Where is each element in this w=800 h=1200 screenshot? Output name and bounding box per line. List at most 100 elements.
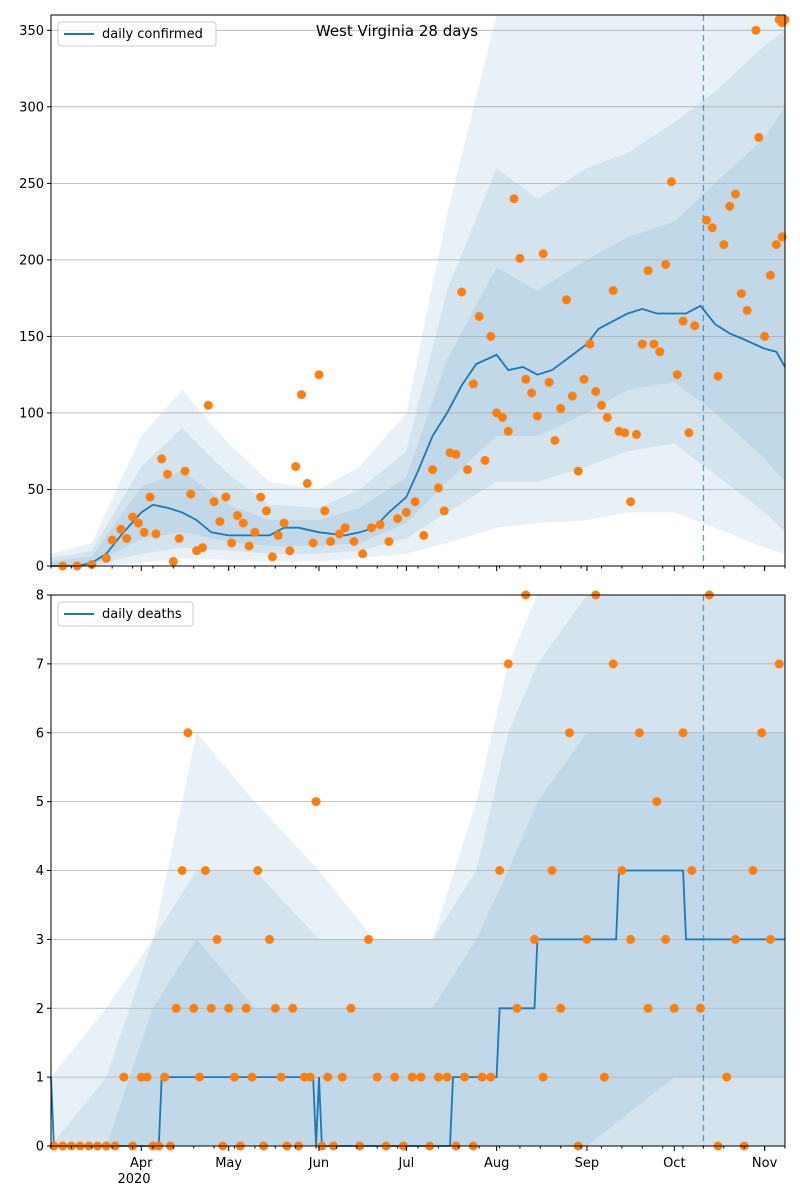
confirmed-ytick-label-300: 300 <box>19 100 44 115</box>
confirmed-point <box>515 253 525 263</box>
confirmed-point <box>326 537 336 546</box>
confirmed-point <box>139 527 149 537</box>
confirmed-point <box>308 538 318 548</box>
xtick-label-may: May <box>215 1156 242 1171</box>
deaths-point <box>774 659 784 669</box>
confirmed-point <box>250 527 260 537</box>
confirmed-point <box>116 524 126 534</box>
confirmed-point <box>107 535 117 545</box>
confirmed-point <box>736 289 746 299</box>
deaths-point <box>599 1072 609 1082</box>
confirmed-point <box>334 529 344 539</box>
deaths-point <box>765 934 775 944</box>
confirmed-point <box>602 413 612 422</box>
deaths-point <box>119 1072 129 1082</box>
confirmed-point <box>751 25 761 35</box>
deaths-ytick-label-5: 5 <box>36 795 44 810</box>
deaths-point <box>265 934 274 944</box>
confirmed-ytick-label-100: 100 <box>19 406 44 421</box>
deaths-point <box>460 1072 470 1082</box>
xtick-label-jun: Jun <box>308 1156 329 1171</box>
confirmed-point <box>765 270 775 280</box>
deaths-ytick-label-4: 4 <box>36 864 44 879</box>
confirmed-point <box>556 403 566 413</box>
confirmed-point <box>227 538 237 548</box>
confirmed-point <box>672 370 682 380</box>
confirmed-point <box>410 497 420 507</box>
confirmed-point <box>527 388 537 398</box>
confirmed-point <box>340 523 350 533</box>
deaths-point <box>669 1003 679 1013</box>
confirmed-point <box>393 514 403 524</box>
deaths-series-line <box>50 869 785 1147</box>
confirmed-point <box>591 387 601 396</box>
confirmed-band-2 <box>51 30 785 567</box>
confirmed-point <box>151 529 161 539</box>
confirmed-point <box>145 492 155 502</box>
confirmed-point <box>238 518 248 528</box>
deaths-point <box>442 1072 452 1082</box>
confirmed-point <box>771 240 781 250</box>
confirmed-point <box>297 390 306 400</box>
deaths-point <box>372 1072 382 1082</box>
confirmed-band-1 <box>51 15 785 566</box>
confirmed-point <box>707 223 717 233</box>
deaths-point <box>643 1003 653 1013</box>
deaths-point <box>200 866 210 875</box>
confirmed-point <box>279 518 289 528</box>
confirmed-point <box>133 518 143 528</box>
xtick-label-sep: Sep <box>575 1156 600 1171</box>
confirmed-point <box>314 370 324 380</box>
confirmed-point <box>302 478 312 488</box>
chart-title: West Virginia 28 days <box>316 22 478 40</box>
confirmed-point <box>180 466 190 476</box>
deaths-point <box>565 728 574 738</box>
confirmed-point <box>101 553 111 563</box>
deaths-ytick-label-7: 7 <box>36 657 44 672</box>
deaths-legend-label: daily deaths <box>102 607 182 622</box>
confirmed-point <box>649 339 659 349</box>
confirmed-point <box>468 379 478 389</box>
confirmed-point <box>401 507 411 517</box>
confirmed-point <box>168 556 178 566</box>
confirmed-point <box>579 374 589 384</box>
confirmed-legend-label: daily confirmed <box>102 27 203 42</box>
deaths-point <box>530 934 539 944</box>
deaths-point <box>652 797 662 807</box>
deaths-point <box>337 1072 347 1082</box>
deaths-ytick-label-6: 6 <box>36 726 44 741</box>
confirmed-point <box>690 321 700 331</box>
xtick-label-aug: Aug <box>484 1156 509 1171</box>
confirmed-point <box>643 266 653 276</box>
confirmed-x-ticks <box>50 566 786 571</box>
confirmed-point <box>544 377 554 387</box>
confirmed-point <box>585 339 595 349</box>
deaths-point <box>722 1072 732 1082</box>
deaths-point <box>142 1072 152 1082</box>
confirmed-point <box>719 240 729 250</box>
deaths-ytick-label-1: 1 <box>36 1071 44 1086</box>
deaths-point <box>241 1003 251 1013</box>
deaths-point <box>556 1003 566 1013</box>
confirmed-point <box>754 132 764 142</box>
deaths-ytick-label-2: 2 <box>36 1002 44 1017</box>
deaths-point <box>503 659 513 669</box>
confirmed-point <box>232 511 242 520</box>
confirmed-point <box>521 374 531 384</box>
confirmed-point <box>439 506 449 516</box>
xtick-label-nov: Nov <box>752 1156 778 1171</box>
deaths-point <box>183 728 193 738</box>
deaths-point <box>748 866 758 875</box>
deaths-point <box>224 1003 234 1013</box>
confirmed-y-ticks: 0 50 100 150 200 250 300 350 <box>19 24 51 575</box>
deaths-point <box>390 1072 400 1082</box>
confirmed-point <box>375 520 385 530</box>
deaths-point <box>617 866 627 875</box>
confirmed-point <box>742 305 752 315</box>
deaths-point <box>433 1072 443 1082</box>
confirmed-point <box>550 436 560 445</box>
deaths-point <box>696 1003 705 1013</box>
confirmed-point <box>451 449 461 459</box>
